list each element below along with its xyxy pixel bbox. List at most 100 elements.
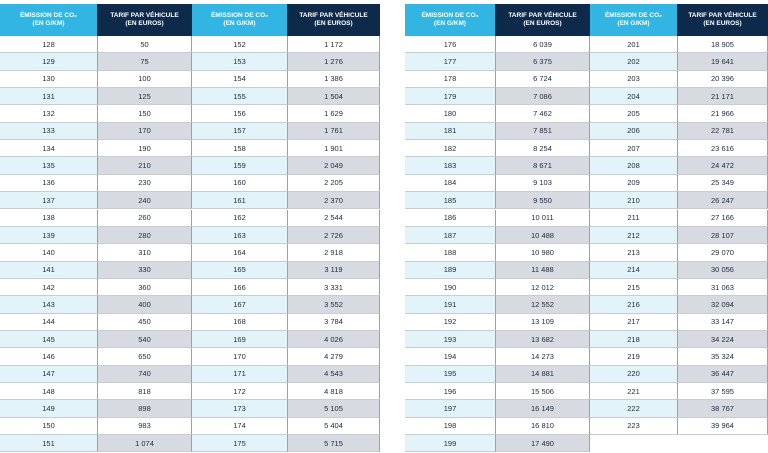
emission-cell: 183 [405, 157, 495, 175]
emission-cell: 173 [192, 400, 287, 418]
tariff-cell: 38 767 [677, 400, 768, 418]
tariff-cell: 75 [97, 53, 192, 71]
tariff-cell: 7 851 [495, 122, 590, 141]
tariff-cell: 7 462 [495, 105, 590, 123]
emission-cell: 193 [405, 330, 495, 349]
emission-cell: 172 [192, 383, 287, 401]
header-line: (EN G/KM) [433, 20, 467, 27]
tariff-cell: 170 [97, 122, 192, 141]
emission-cell: 169 [192, 330, 287, 349]
tariff-cell: 210 [97, 157, 192, 175]
tariff-cell: 24 472 [677, 157, 768, 175]
emission-cell: 180 [405, 105, 495, 123]
tariff-cell: 20 396 [677, 70, 768, 89]
emission-cell: 139 [0, 226, 97, 245]
emission-cell: 151 [0, 435, 97, 453]
emission-cell: 185 [405, 192, 495, 210]
emission-cell: 132 [0, 105, 97, 123]
emission-cell: 170 [192, 348, 287, 366]
tariff-cell: 2 544 [287, 209, 380, 227]
tariff-cell: 19 641 [677, 53, 768, 71]
column-header: ÉMISSION DE CO₂ (EN G/KM) [590, 4, 677, 36]
emission-cell: 217 [590, 314, 677, 331]
tariff-cell: 6 375 [495, 53, 590, 71]
tariff-cell: 3 784 [287, 313, 380, 331]
column-header: ÉMISSION DE CO₂ (EN G/KM) [405, 4, 495, 36]
emission-cell: 175 [192, 435, 287, 453]
emission-cell: 192 [405, 314, 495, 331]
tariff-cell: 18 905 [677, 36, 768, 54]
tariff-cell: 6 724 [495, 70, 590, 89]
emission-cell: 145 [0, 330, 97, 349]
header-line: (EN G/KM) [223, 20, 256, 27]
tariff-cell: 16 810 [495, 417, 590, 436]
emission-cell: 221 [590, 383, 677, 401]
emission-cell: 174 [192, 418, 287, 436]
emission-cell: 154 [192, 71, 287, 89]
emission-cell: 179 [405, 88, 495, 106]
header-line: TARIF PAR VÉHICULE [299, 12, 368, 19]
emission-cell: 203 [590, 71, 677, 89]
tariff-cell: 3 331 [287, 278, 380, 297]
emission-cell: 136 [0, 175, 97, 193]
tariff-cell: 13 682 [495, 330, 590, 349]
tariff-cell: 1 276 [287, 53, 380, 71]
tariff-cell: 37 595 [677, 383, 768, 401]
tariff-cell: 330 [97, 261, 192, 279]
tariff-cell: 16 149 [495, 400, 590, 418]
emission-cell: 165 [192, 261, 287, 279]
tariff-cell: 2 049 [287, 157, 380, 175]
column-header: ÉMISSION DE CO₂ (EN G/KM) [192, 4, 287, 36]
emission-cell: 219 [590, 348, 677, 366]
emission-cell: 167 [192, 296, 287, 314]
tariff-cell: 15 506 [495, 383, 590, 401]
tariff-cell: 125 [97, 88, 192, 106]
header-line: (EN G/KM) [32, 20, 65, 27]
column-header: ÉMISSION DE CO₂ (EN G/KM) [0, 4, 97, 36]
column-header: TARIF PAR VÉHICULE (EN EUROS) [495, 4, 590, 36]
emission-cell: 143 [0, 296, 97, 314]
header-line: ÉMISSION DE CO₂ [19, 12, 78, 19]
emission-cell: 157 [192, 122, 287, 141]
tariff-cell: 3 119 [287, 261, 380, 279]
emission-cell: 135 [0, 157, 97, 175]
emission-cell: 189 [405, 261, 495, 279]
tariff-cell: 260 [97, 209, 192, 227]
emission-cell: 209 [590, 175, 677, 193]
tariff-cell: 33 147 [677, 313, 768, 331]
emission-cell: 140 [0, 244, 97, 262]
emission-cell: 205 [590, 105, 677, 123]
emission-cell: 128 [0, 36, 97, 54]
tariff-cell: 5 105 [287, 400, 380, 418]
tariff-cell: 6 039 [495, 36, 590, 54]
tariff-cell: 400 [97, 296, 192, 314]
emission-cell: 199 [405, 435, 495, 453]
emission-cell: 202 [590, 53, 677, 71]
tariff-cell: 31 063 [677, 278, 768, 297]
tariff-cell: 17 490 [495, 435, 590, 453]
tariff-cell: 10 980 [495, 244, 590, 262]
emission-cell: 162 [192, 210, 287, 227]
emission-cell: 195 [405, 365, 495, 383]
emission-cell: 190 [405, 279, 495, 297]
emission-cell: 148 [0, 383, 97, 401]
tariff-cell: 10 488 [495, 226, 590, 245]
tariff-cell: 21 966 [677, 105, 768, 123]
header-line: TARIF PAR VÉHICULE [508, 12, 577, 19]
tariff-cell: 280 [97, 226, 192, 245]
tariff-cell: 1 172 [287, 36, 380, 54]
emission-cell: 223 [590, 418, 677, 436]
emission-cell: 184 [405, 175, 495, 193]
tariff-cell: 26 247 [677, 192, 768, 210]
emission-cell: 214 [590, 261, 677, 279]
tariff-cell: 1 386 [287, 70, 380, 89]
tariff-cell: 2 918 [287, 244, 380, 262]
emission-cell: 222 [590, 400, 677, 418]
emission-cell: 166 [192, 279, 287, 297]
emission-cell: 191 [405, 296, 495, 314]
tariff-cell: 14 881 [495, 365, 590, 383]
tariff-cell: 4 279 [287, 348, 380, 366]
tariff-cell: 50 [97, 36, 192, 54]
emission-cell: 177 [405, 53, 495, 71]
